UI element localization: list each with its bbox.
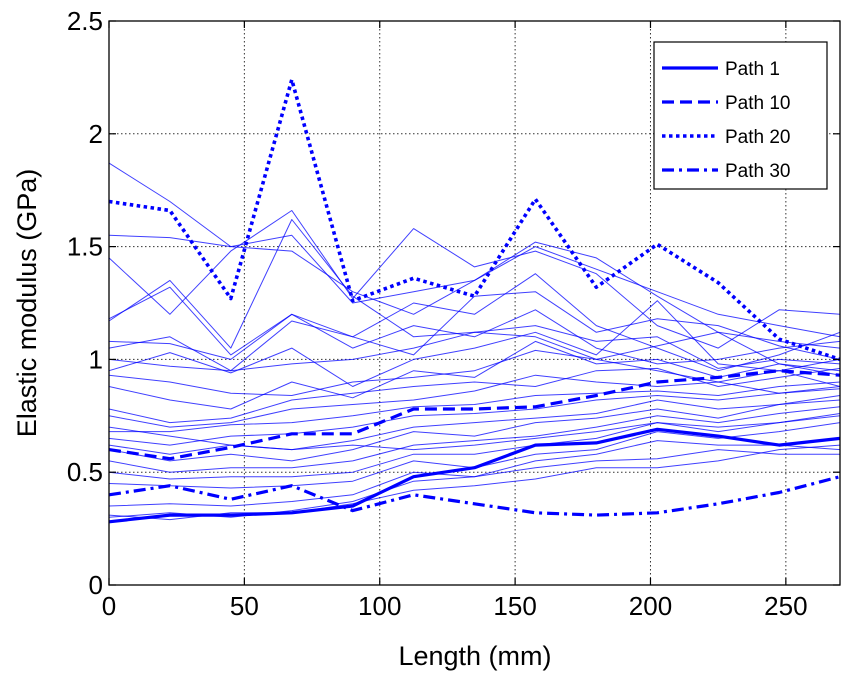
x-tick-label: 250 bbox=[764, 591, 807, 621]
legend-label: Path 20 bbox=[725, 127, 791, 148]
legend-label: Path 1 bbox=[725, 59, 780, 80]
y-tick-label: 1 bbox=[89, 344, 103, 374]
series-line-19 bbox=[108, 406, 841, 473]
series-line-15 bbox=[109, 381, 841, 433]
series-line-25 bbox=[108, 413, 841, 451]
series-line-11 bbox=[108, 300, 841, 387]
x-tick-label: 0 bbox=[102, 591, 116, 621]
axis-ticks bbox=[108, 20, 840, 586]
x-tick-label: 150 bbox=[493, 591, 536, 621]
y-tick-label: 0.5 bbox=[67, 457, 103, 487]
series-line-16 bbox=[108, 388, 841, 446]
series-line-7 bbox=[108, 273, 841, 372]
series-line-path-30 bbox=[108, 475, 841, 517]
x-axis-label: Length (mm) bbox=[398, 641, 551, 671]
x-tick-label: 50 bbox=[230, 591, 259, 621]
legend: Path 1 Path 10 Path 20 Path 30 bbox=[653, 41, 828, 190]
y-axis-label: Elastic modulus (GPa) bbox=[12, 169, 42, 438]
series-line-26 bbox=[108, 349, 841, 396]
series-group-highlighted bbox=[108, 77, 841, 524]
legend-label: Path 30 bbox=[725, 161, 791, 182]
series-line-9 bbox=[108, 309, 841, 365]
series-line-18 bbox=[108, 399, 841, 462]
series-line-23 bbox=[108, 449, 840, 518]
series-line-path-10 bbox=[108, 369, 841, 461]
axis-tick-labels: 0 50 100 150 200 250 0 0.5 1 1.5 2 2.5 bbox=[67, 6, 808, 621]
series-line-24 bbox=[108, 444, 841, 521]
y-tick-label: 0 bbox=[89, 570, 103, 600]
series-line-27 bbox=[108, 325, 841, 372]
series-line-13 bbox=[108, 367, 841, 424]
series-line-10 bbox=[108, 291, 841, 372]
x-tick-label: 200 bbox=[629, 591, 672, 621]
series-line-path-20 bbox=[108, 77, 841, 362]
series-line-path-1 bbox=[108, 427, 841, 524]
plot-frame bbox=[108, 20, 841, 586]
x-tick-label: 100 bbox=[358, 591, 401, 621]
series-line-20 bbox=[108, 415, 841, 480]
legend-label: Path 10 bbox=[725, 93, 791, 114]
y-tick-label: 2 bbox=[89, 119, 103, 149]
series-group-thin bbox=[108, 162, 841, 521]
series-line-6 bbox=[108, 210, 841, 349]
y-tick-label: 2.5 bbox=[67, 6, 103, 36]
y-tick-label: 1.5 bbox=[67, 232, 103, 262]
